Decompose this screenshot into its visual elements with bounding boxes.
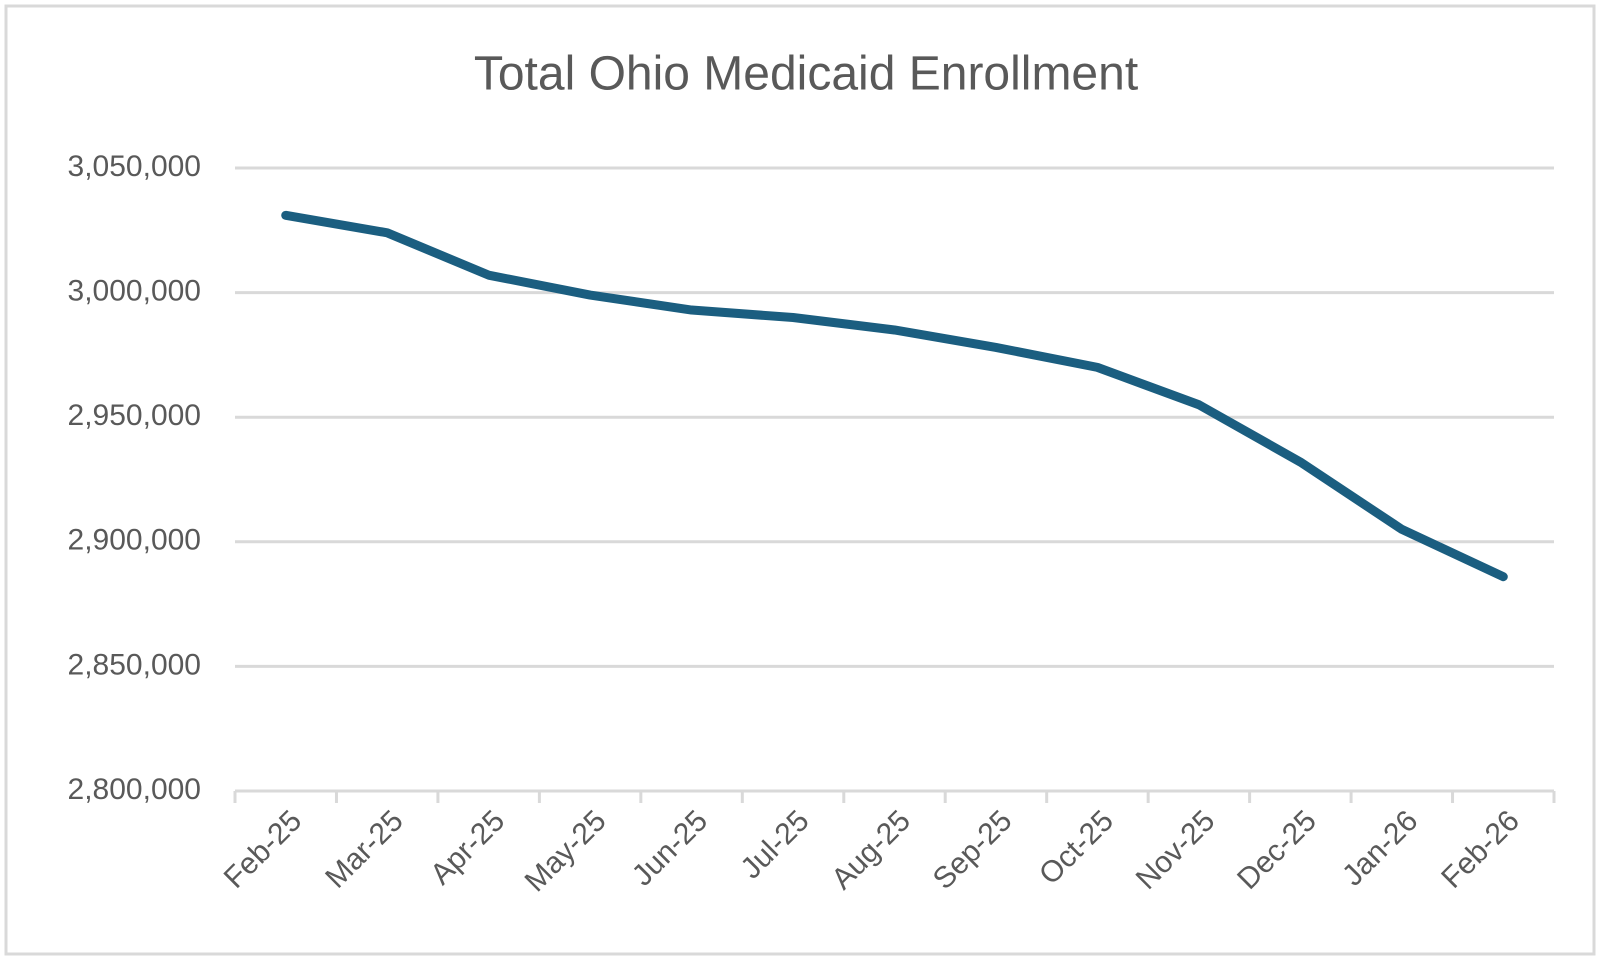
y-tick-label: 2,850,000: [68, 648, 201, 681]
chart-title: Total Ohio Medicaid Enrollment: [474, 48, 1138, 101]
y-tick-label: 2,800,000: [68, 773, 201, 806]
y-tick-label: 3,000,000: [68, 275, 201, 308]
y-tick-label: 2,900,000: [68, 524, 201, 557]
y-tick-label: 3,050,000: [68, 150, 201, 183]
data-line: [281, 210, 1508, 582]
y-tick-label: 2,950,000: [68, 399, 201, 432]
chart-border: [4, 4, 1596, 956]
